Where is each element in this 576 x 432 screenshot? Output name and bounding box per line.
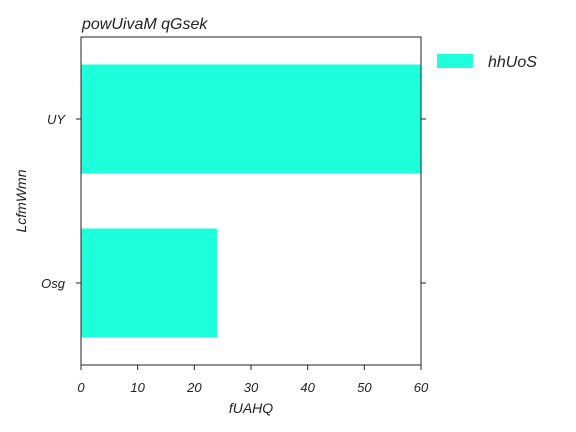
legend-label: hhUoS [488, 54, 537, 71]
x-tick-label: 0 [77, 380, 85, 395]
y-axis-label: LcfmWmn [13, 169, 29, 232]
bar-Osg [81, 228, 217, 338]
x-tick-label: 60 [414, 380, 429, 395]
bars-group [81, 64, 421, 338]
legend-swatch [437, 54, 473, 68]
x-tick-label: 50 [357, 380, 372, 395]
y-tick-label: Osg [41, 276, 66, 291]
chart-title: powUivaM qGsek [81, 16, 208, 33]
legend: hhUoS [437, 54, 537, 71]
x-tick-label: 10 [130, 380, 145, 395]
bar-UY [81, 64, 421, 174]
x-axis-label: fUAHQ [229, 400, 273, 416]
y-ticks-group: UY Osg [41, 112, 426, 291]
x-tick-label: 20 [186, 380, 202, 395]
x-tick-label: 30 [244, 380, 259, 395]
x-ticks-group: 0 10 20 30 40 50 60 [77, 365, 429, 395]
x-tick-label: 40 [300, 380, 315, 395]
y-tick-label: UY [47, 112, 66, 127]
